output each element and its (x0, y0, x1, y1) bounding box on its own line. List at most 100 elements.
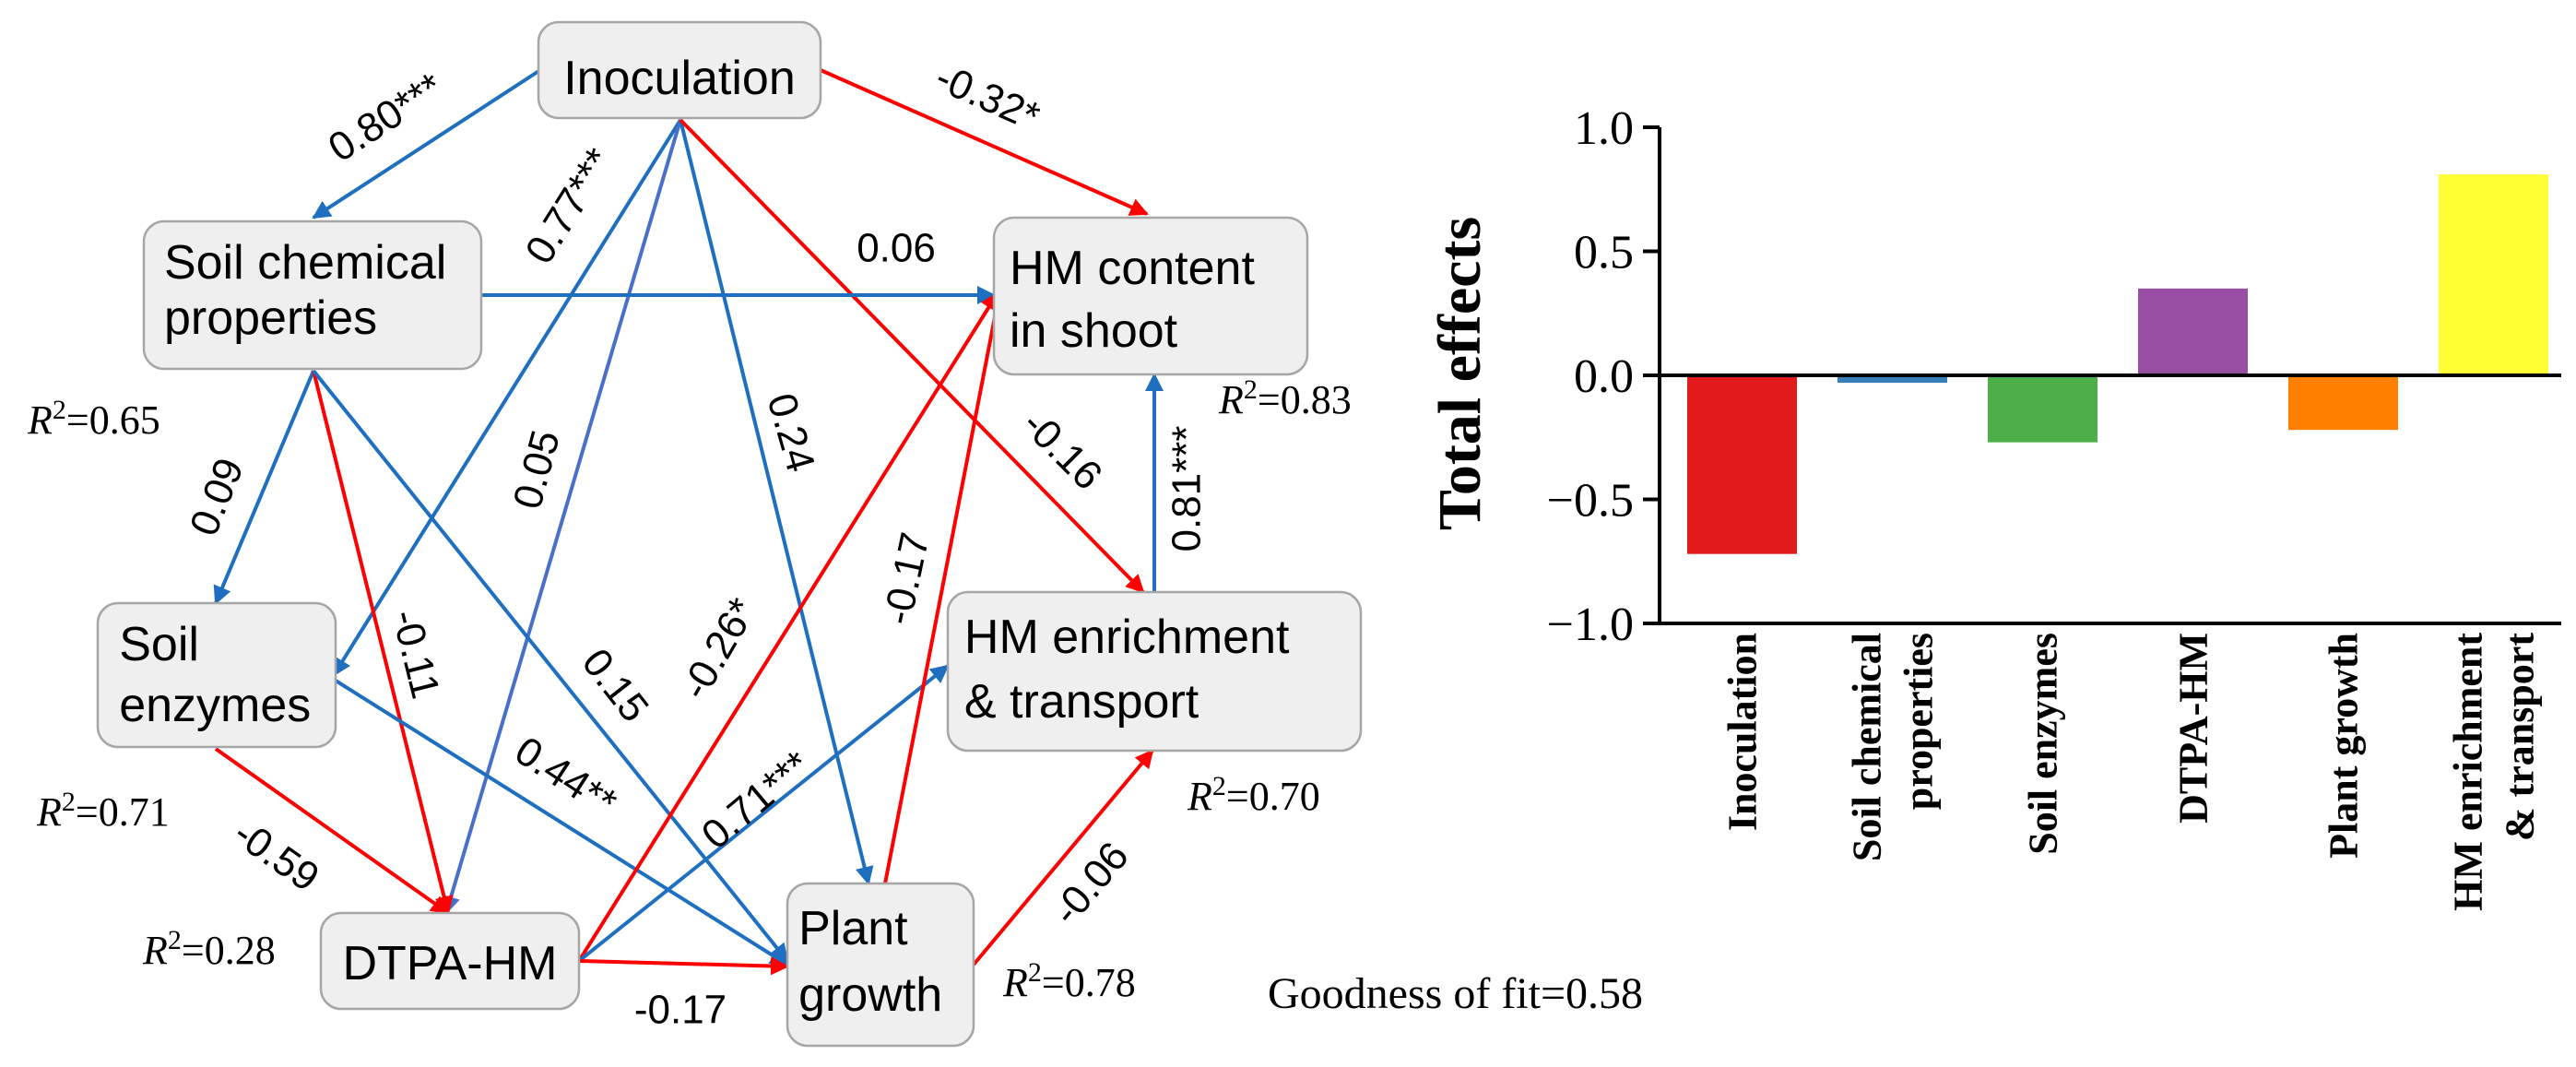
node-hm-shoot: HM content in shoot (992, 216, 1309, 376)
x-category-label: Inoculation (1720, 633, 1766, 831)
r-superscript: 2 (1028, 957, 1042, 988)
path-coefficient-soil_enzymes-to-plant_growth: 0.44** (507, 728, 624, 825)
path-coefficient-inoculation-to-dtpa_hm: 0.05 (504, 426, 568, 514)
node-box (96, 601, 337, 749)
r-squared-dtpa-hm: R2=0.28 (142, 925, 276, 973)
node-label-line: Soil chemical (164, 236, 446, 290)
path-arrow-inoculation-to-hm_enrich (679, 118, 1145, 594)
path-coefficient-plant_growth-to-hm_enrich: -0.06 (1044, 834, 1138, 933)
r-superscript: 2 (53, 395, 66, 425)
path-coefficient-soil_enzymes-to-dtpa_hm: -0.59 (226, 811, 327, 901)
r-squared-soil-chem: R2=0.65 (27, 395, 160, 443)
path-arrow-dtpa_hm-to-hm_shoot (577, 291, 999, 963)
y-axis-ticks: 1.0 0.5 0.0 −0.5 −1.0 (1547, 102, 1660, 651)
r-symbol: R (1218, 377, 1244, 422)
node-label-line: Plant (798, 902, 908, 955)
x-category-label: Soil enzymes (2021, 633, 2066, 855)
path-arrow-dtpa_hm-to-plant_growth (578, 956, 789, 976)
chart-bars (1687, 174, 2548, 554)
path-coefficient-dtpa_hm-to-hm_enrich: 0.71*** (693, 742, 819, 859)
node-label-line: HM enrichment (964, 611, 1290, 664)
r-superscript: 2 (1244, 374, 1258, 405)
x-category-text: Soil enzymes (2021, 633, 2066, 855)
node-box (537, 20, 822, 120)
node-dtpa-hm: DTPA-HM (319, 911, 581, 1011)
r-superscript: 2 (1212, 771, 1226, 801)
node-label-line: enzymes (119, 679, 311, 732)
node-inoculation: Inoculation (537, 20, 822, 120)
path-coefficient-inoculation-to-plant_growth: 0.24 (758, 388, 823, 477)
x-category-text: Inoculation (1720, 633, 1766, 831)
x-category-text: Plant growth (2322, 633, 2367, 859)
path-arrow-soil_enzymes-to-plant_growth (334, 679, 789, 966)
r-symbol: R (1002, 960, 1028, 1005)
y-axis-label: Total effects (1426, 217, 1494, 530)
r-superscript: 2 (168, 925, 182, 955)
node-label-line: HM content (1010, 242, 1255, 295)
node-box (946, 590, 1363, 753)
path-arrow-soil_chem-to-soil_enzymes (213, 370, 315, 605)
path-coefficient-inoculation-to-soil_chem: 0.80*** (321, 65, 452, 172)
path-coefficient-inoculation-to-soil_enzymes: 0.77*** (516, 140, 621, 271)
node-label-line: Soil (119, 618, 199, 671)
y-tick-label: 0.5 (1574, 227, 1634, 279)
path-arrow-dtpa_hm-to-hm_enrich (577, 664, 950, 963)
r-symbol: R (1187, 774, 1212, 819)
path-arrow-inoculation-to-soil_enzymes (332, 118, 682, 677)
r-squared-labels: R2=0.65R2=0.71R2=0.28R2=0.78R2=0.70R2=0.… (27, 374, 1352, 1005)
node-label-line: & transport (964, 675, 1199, 729)
node-box (319, 911, 581, 1011)
node-label-line: properties (164, 291, 377, 345)
node-box (992, 216, 1309, 376)
node-label-line: DTPA-HM (342, 937, 557, 990)
node-plant-growth: Plant growth (786, 882, 975, 1048)
bar-1 (1687, 375, 1797, 554)
y-tick-label: −1.0 (1547, 599, 1634, 651)
x-category-label: Soil chemical properties (1845, 633, 1942, 861)
total-effects-chart: 1.0 0.5 0.0 −0.5 −1.0 Inoculation Soil chemic… (1426, 102, 2561, 911)
node-box (786, 882, 975, 1048)
x-axis-categories: Inoculation Soil chemical properties Soil e… (1720, 633, 2543, 911)
y-tick-label: −0.5 (1547, 475, 1634, 528)
r-value: =0.65 (66, 397, 160, 443)
r-squared-plant-growth: R2=0.78 (1002, 957, 1136, 1005)
path-arrow-inoculation-to-dtpa_hm (442, 119, 682, 915)
node-hm-enrich: HM enrichment & transport (946, 590, 1363, 753)
path-coefficient-soil_chem-to-plant_growth: 0.15 (573, 640, 657, 730)
x-category-label: DTPA-HM (2171, 633, 2216, 824)
x-category-text: HM enrichment (2446, 633, 2491, 911)
path-coefficient-dtpa_hm-to-plant_growth: -0.17 (634, 988, 727, 1033)
path-coefficient-soil_chem-to-soil_enzymes: 0.09 (182, 452, 254, 542)
r-value: =0.70 (1226, 774, 1320, 819)
x-category-text: & transport (2498, 633, 2543, 841)
bar-5 (2288, 375, 2398, 431)
bar-2 (1837, 375, 1947, 384)
r-value: =0.83 (1258, 377, 1352, 422)
r-symbol: R (36, 789, 62, 835)
r-value: =0.71 (76, 789, 170, 835)
path-coefficient-hm_enrich-to-hm_shoot: 0.81*** (1164, 425, 1210, 551)
path-arrow-plant_growth-to-hm_enrich (972, 749, 1154, 966)
path-diagram: 0.80*** -0.32*0.77***0.05 0.24 -0.160.060.0… (27, 20, 1643, 1048)
path-arrow-soil_chem-to-dtpa_hm (312, 370, 454, 915)
x-category-label: HM enrichment & transport (2446, 633, 2543, 911)
bar-4 (2138, 288, 2248, 375)
path-arrow-inoculation-to-hm_shoot (820, 68, 1149, 216)
x-category-text: Soil chemical (1845, 633, 1890, 861)
path-coefficient-plant_growth-to-hm_shoot: -0.17 (875, 528, 939, 628)
node-label-line: in shoot (1010, 304, 1178, 358)
r-symbol: R (27, 397, 53, 443)
bar-6 (2439, 174, 2548, 375)
node-label-line: growth (798, 968, 942, 1022)
node-box (142, 219, 483, 371)
r-squared-hm-shoot: R2=0.83 (1218, 374, 1352, 422)
x-category-text: DTPA-HM (2171, 633, 2216, 824)
r-superscript: 2 (62, 787, 76, 817)
path-coefficient-dtpa_hm-to-hm_shoot: -0.26* (672, 590, 765, 706)
y-tick-label: 1.0 (1574, 102, 1634, 155)
x-category-text: properties (1897, 633, 1942, 810)
y-tick-label: 0.0 (1574, 350, 1634, 403)
